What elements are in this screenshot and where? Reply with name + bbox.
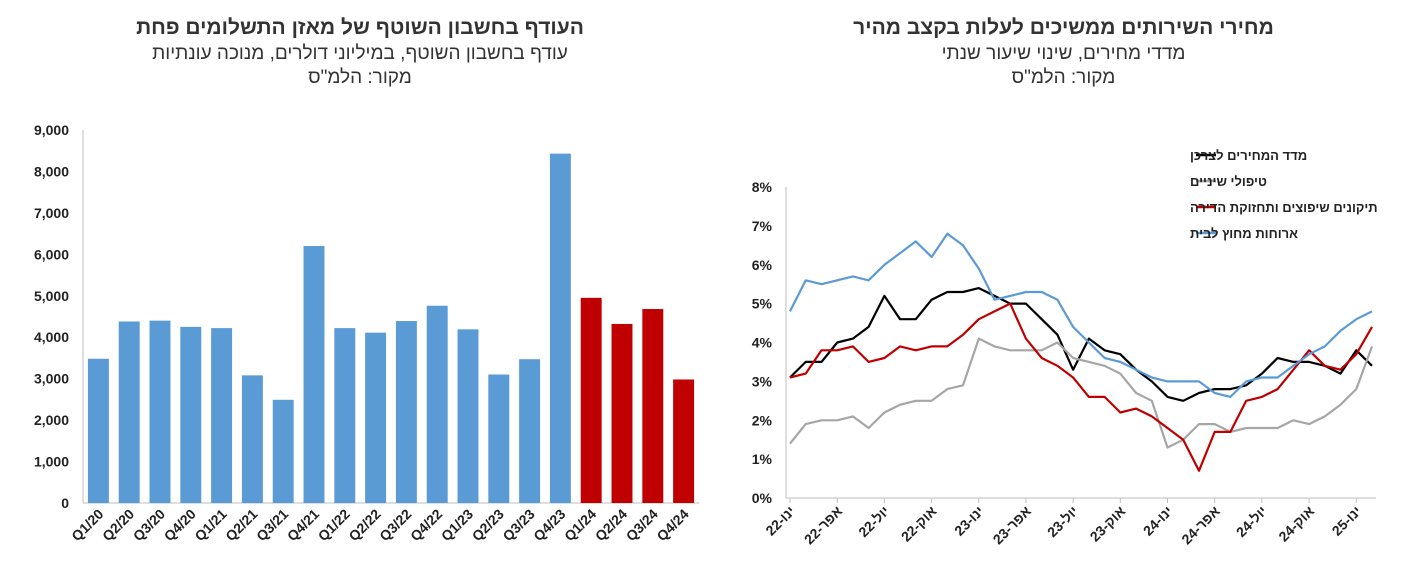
bar (457, 329, 479, 503)
bar (426, 305, 448, 503)
x-tick-label: Q1/20 (68, 506, 106, 544)
x-tick-label: אוק-23 (1087, 502, 1129, 544)
y-tick-label: 6% (752, 257, 773, 273)
x-tick-label: Q2/20 (99, 506, 137, 544)
y-tick-label: 0% (752, 490, 773, 506)
left-chart-subtitle: עודף בחשבון השוטף, במיליוני דולרים, מנוכ… (152, 43, 568, 64)
legend-label: תיקונים שיפוצים ותחזוקת הדירה (1190, 200, 1378, 215)
y-tick-label: 1% (752, 451, 773, 467)
bar (611, 323, 633, 503)
x-tick-label: Q2/23 (469, 506, 507, 544)
x-tick-label: יול-23 (1044, 503, 1081, 540)
x-tick-label: יול-22 (855, 503, 892, 540)
x-tick-label: ינו-24 (1140, 503, 1176, 539)
x-tick-label: אוק-24 (1275, 502, 1317, 544)
y-tick-label: 8% (752, 179, 773, 195)
y-tick-label: 7,000 (34, 205, 69, 221)
y-tick-label: 9,000 (34, 122, 69, 138)
bar (87, 358, 109, 503)
x-tick-label: Q3/21 (253, 506, 291, 544)
series-line (789, 232, 1373, 398)
bar (211, 328, 233, 503)
left-chart-title: העודף בחשבון השוטף של מאזן התשלומים פחת (136, 16, 584, 39)
bar (395, 321, 417, 503)
x-tick-label: Q1/24 (561, 506, 599, 544)
x-tick-label: אפר-24 (1178, 502, 1223, 547)
bar (303, 246, 325, 504)
bar (580, 297, 602, 503)
x-tick-label: יול-24 (1233, 503, 1270, 540)
x-tick-label: Q1/21 (191, 506, 229, 544)
x-tick-label: Q3/24 (623, 506, 661, 544)
current-account-chart-panel: העודף בחשבון השוטף של מאזן התשלומים פחת … (34, 16, 699, 544)
series-line (789, 302, 1373, 472)
x-tick-label: Q1/23 (438, 506, 476, 544)
x-tick-label: Q1/22 (315, 506, 353, 544)
right-chart-subtitle: מדדי מחירים, שינוי שיעור שנתי (941, 43, 1186, 64)
y-tick-label: 2,000 (34, 412, 69, 428)
x-tick-label: Q2/22 (345, 506, 383, 544)
bar (272, 399, 294, 503)
x-tick-label: Q3/22 (376, 506, 414, 544)
services-prices-chart-panel: מחירי השירותים ממשיכים לעלות בקצב מהיר מ… (709, 0, 1418, 588)
legend-label: טיפולי שיניים (1190, 174, 1267, 189)
y-tick-label: 4% (752, 335, 773, 351)
x-tick-label: ינו-22 (762, 503, 798, 539)
y-tick-label: 0 (61, 495, 69, 511)
y-tick-label: 8,000 (34, 163, 69, 179)
right-chart-title: מחירי השירותים ממשיכים לעלות בקצב מהיר (853, 16, 1274, 39)
y-tick-label: 3,000 (34, 371, 69, 387)
y-tick-label: 6,000 (34, 246, 69, 262)
x-tick-label: אוק-22 (898, 502, 940, 544)
x-tick-label: Q4/20 (161, 506, 199, 544)
left-chart-source: מקור: הלמ"ס (308, 67, 412, 88)
bar (519, 359, 541, 503)
x-tick-label: ינו-25 (1329, 503, 1365, 539)
x-tick-label: אפר-23 (990, 502, 1035, 547)
x-tick-label: Q4/24 (653, 506, 691, 544)
bar (549, 153, 571, 503)
bar (488, 374, 510, 503)
y-tick-label: 5% (752, 296, 773, 312)
series-line (789, 287, 1373, 402)
right-chart-titles: מחירי השירותים ממשיכים לעלות בקצב מהיר מ… (709, 14, 1418, 90)
x-tick-label: Q3/20 (130, 506, 168, 544)
bar (673, 379, 695, 503)
bar (118, 321, 140, 503)
legend-label: ארוחות מחוץ לבית (1190, 226, 1298, 241)
left-chart-titles: העודף בחשבון השוטף של מאזן התשלומים פחת … (0, 14, 740, 90)
y-tick-label: 3% (752, 373, 773, 389)
x-tick-label: Q3/23 (499, 506, 537, 544)
y-tick-label: 7% (752, 218, 773, 234)
x-tick-label: Q4/23 (530, 506, 568, 544)
x-tick-label: ינו-23 (951, 503, 987, 539)
bar-chart: 0 1,000 2,000 3,000 4,000 5,000 6,000 7,000 8,00… (34, 122, 699, 544)
x-tick-label: Q2/24 (592, 506, 630, 544)
bar (334, 328, 356, 503)
x-tick-label: אפר-22 (801, 502, 846, 547)
x-tick-label: Q2/21 (222, 506, 260, 544)
x-tick-label: Q4/22 (407, 506, 445, 544)
bar (149, 320, 171, 503)
bar (642, 309, 664, 503)
y-tick-label: 2% (752, 412, 773, 428)
bar (241, 375, 263, 503)
bar (365, 332, 387, 503)
series-line (789, 337, 1374, 449)
y-tick-label: 1,000 (34, 454, 69, 470)
y-tick-label: 5,000 (34, 288, 69, 304)
y-tick-label: 4,000 (34, 329, 69, 345)
right-chart-source: מקור: הלמ"ס (1011, 67, 1116, 88)
bar (180, 326, 202, 503)
x-tick-label: Q4/21 (284, 506, 322, 544)
legend-label: מדד המחירים לצרכן (1190, 148, 1307, 163)
